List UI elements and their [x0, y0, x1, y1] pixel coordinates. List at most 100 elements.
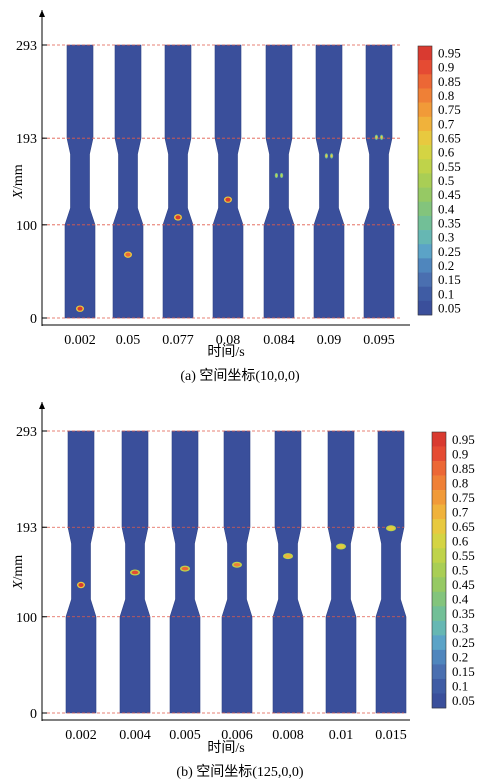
specimen-column	[313, 44, 345, 319]
colorbar-label: 0.25	[452, 635, 475, 650]
colorbar-swatch	[432, 591, 446, 607]
colorbar-label: 0.35	[438, 215, 461, 230]
colorbar-swatch	[418, 159, 432, 174]
specimen-column	[272, 430, 304, 714]
colorbar-label: 0.8	[452, 475, 468, 490]
colorbar-label: 0.85	[438, 74, 461, 89]
colorbar-swatch	[432, 649, 446, 665]
colorbar-swatch	[432, 664, 446, 680]
colorbar-label: 0.45	[438, 187, 461, 202]
specimen-column	[221, 430, 253, 714]
stress-hotspot-core	[284, 554, 292, 558]
specimen-column	[325, 430, 357, 714]
colorbar-swatch	[432, 562, 446, 578]
y-tick-label: 193	[16, 521, 37, 536]
colorbar-swatch	[432, 620, 446, 636]
colorbar-label: 0.7	[452, 504, 469, 519]
x-tick-label: 0.01	[329, 728, 354, 743]
x-tick-label: 0.077	[162, 333, 194, 348]
stress-hotspot-core	[175, 215, 181, 220]
colorbar-swatch	[432, 490, 446, 505]
specimen-column	[375, 430, 407, 714]
colorbar-label: 0.95	[452, 432, 475, 447]
colorbar-swatch	[432, 606, 446, 622]
panel-caption: (a) 空间坐标(10,0,0)	[180, 368, 300, 384]
x-axis-label: 时间/s	[207, 344, 244, 360]
y-axis-arrow	[39, 10, 45, 17]
colorbar-label: 0.9	[452, 446, 468, 461]
colorbar-swatch	[418, 300, 432, 316]
stress-hotspot-core	[380, 135, 383, 139]
colorbar-label: 0.7	[438, 116, 455, 131]
colorbar-swatch	[432, 635, 446, 651]
colorbar-label: 0.45	[452, 577, 475, 592]
x-tick-label: 0.006	[221, 728, 253, 743]
colorbar-label: 0.3	[438, 230, 454, 245]
y-tick-label: 100	[16, 219, 37, 234]
colorbar-swatch	[432, 693, 446, 709]
colorbar-swatch	[418, 46, 432, 61]
x-tick-label: 0.004	[119, 728, 151, 743]
x-tick-label: 0.008	[272, 728, 304, 743]
y-axis-label: X/mm	[11, 164, 26, 199]
colorbar-swatch	[418, 173, 432, 188]
colorbar-label: 0.5	[452, 563, 468, 578]
x-tick-label: 0.002	[64, 333, 96, 348]
specimen-column	[263, 44, 295, 319]
colorbar-swatch	[418, 145, 432, 160]
colorbar-swatch	[432, 519, 446, 534]
colorbar-swatch	[418, 88, 432, 103]
colorbar-label: 0.1	[438, 286, 454, 301]
stress-hotspot-core	[77, 306, 83, 311]
colorbar-label: 0.2	[452, 650, 468, 665]
panel-caption: (b) 空间坐标(125,0,0)	[176, 764, 303, 780]
stress-hotspot-core	[78, 582, 84, 587]
colorbar-swatch	[418, 201, 432, 217]
colorbar-swatch	[418, 74, 432, 89]
colorbar-swatch	[432, 475, 446, 491]
colorbar-swatch	[418, 116, 432, 132]
colorbar-label: 0.1	[452, 679, 468, 694]
x-tick-label: 0.015	[375, 728, 407, 743]
panel-b: 0 100 193 293 X/mm 0.002 0.004 0.005 0.006 0.008 0…	[11, 402, 475, 780]
colorbar-swatch	[432, 533, 446, 549]
y-tick-label: 0	[30, 312, 37, 327]
stress-hotspot-core	[275, 173, 278, 177]
colorbar-label: 0.35	[452, 606, 475, 621]
y-axis-label-var: X	[11, 190, 26, 200]
colorbar-label: 0.65	[438, 131, 461, 146]
colorbar-label: 0.4	[452, 592, 469, 607]
specimen-column	[64, 44, 96, 319]
stress-hotspot-core	[181, 566, 189, 571]
specimen-column	[65, 430, 97, 714]
colorbar-swatch	[418, 230, 432, 245]
x-tick-label: 0.09	[317, 333, 342, 348]
y-tick-label: 100	[16, 611, 37, 626]
colorbar-swatch	[432, 548, 446, 564]
x-tick-label: 0.084	[263, 333, 295, 348]
colorbar-swatch	[418, 258, 432, 273]
colorbar-swatch	[418, 130, 432, 146]
stress-hotspot-core	[280, 173, 283, 177]
y-axis-arrow	[39, 402, 45, 409]
colorbar-swatch	[432, 446, 446, 462]
colorbar-label: 0.2	[438, 258, 454, 273]
panel-a: 0 100 193 293 X/mm 0.002 0.05 0.077 0.08 0.084 0.0…	[11, 10, 461, 384]
stress-hotspot-core	[225, 197, 231, 202]
colorbar-frame	[417, 45, 433, 316]
colorbar-label: 0.9	[438, 60, 454, 75]
y-axis-label-unit: /mm	[11, 164, 26, 190]
specimen-column	[363, 44, 395, 319]
colorbar-label: 0.6	[452, 533, 469, 548]
colorbar-label: 0.5	[438, 173, 454, 188]
specimen-column	[112, 44, 144, 319]
colorbar-label: 0.15	[452, 664, 475, 679]
colorbar-label: 0.05	[452, 693, 475, 708]
x-tick-label: 0.002	[65, 728, 97, 743]
colorbar-label: 0.75	[438, 102, 461, 117]
colorbar-swatch	[432, 461, 446, 476]
colorbar-swatch	[418, 286, 432, 302]
x-axis-label: 时间/s	[207, 740, 244, 756]
x-tick-label: 0.08	[216, 333, 241, 348]
stress-hotspot-core	[325, 154, 328, 158]
